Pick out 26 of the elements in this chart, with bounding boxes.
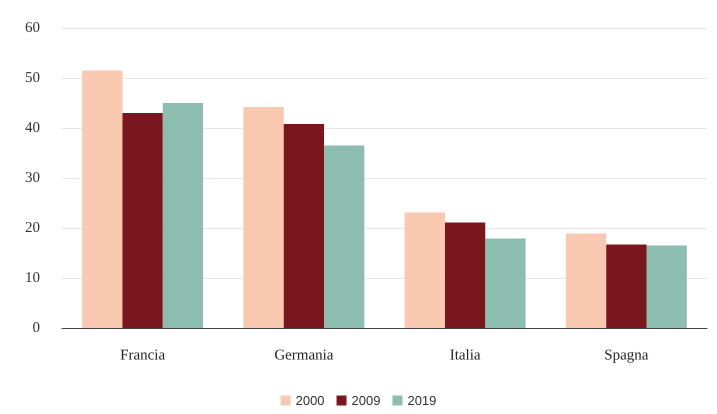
y-tick-label: 20	[25, 220, 40, 236]
bar	[485, 238, 526, 328]
legend-label: 2009	[352, 393, 380, 408]
x-tick-label: Spagna	[604, 348, 649, 364]
y-tick-label: 60	[25, 20, 40, 36]
y-tick-label: 10	[25, 270, 40, 286]
bar	[566, 234, 606, 328]
x-tick-label: Germania	[274, 348, 334, 364]
x-tick-label: Francia	[120, 348, 166, 364]
bar	[324, 146, 364, 328]
y-tick-label: 40	[25, 120, 40, 136]
bar	[444, 222, 486, 328]
legend-label: 2000	[296, 393, 325, 408]
bar	[122, 113, 163, 328]
bar	[606, 244, 647, 328]
bar	[404, 212, 445, 328]
bar	[243, 107, 284, 328]
x-tick-label: Italia	[450, 348, 481, 364]
y-tick-label: 50	[25, 70, 40, 86]
bar	[284, 124, 324, 328]
legend-label: 2019	[407, 393, 436, 408]
bar	[162, 103, 204, 328]
bar	[646, 246, 687, 328]
y-tick-label: 30	[25, 170, 40, 186]
y-tick-label: 0	[32, 320, 40, 336]
bar	[82, 70, 122, 328]
